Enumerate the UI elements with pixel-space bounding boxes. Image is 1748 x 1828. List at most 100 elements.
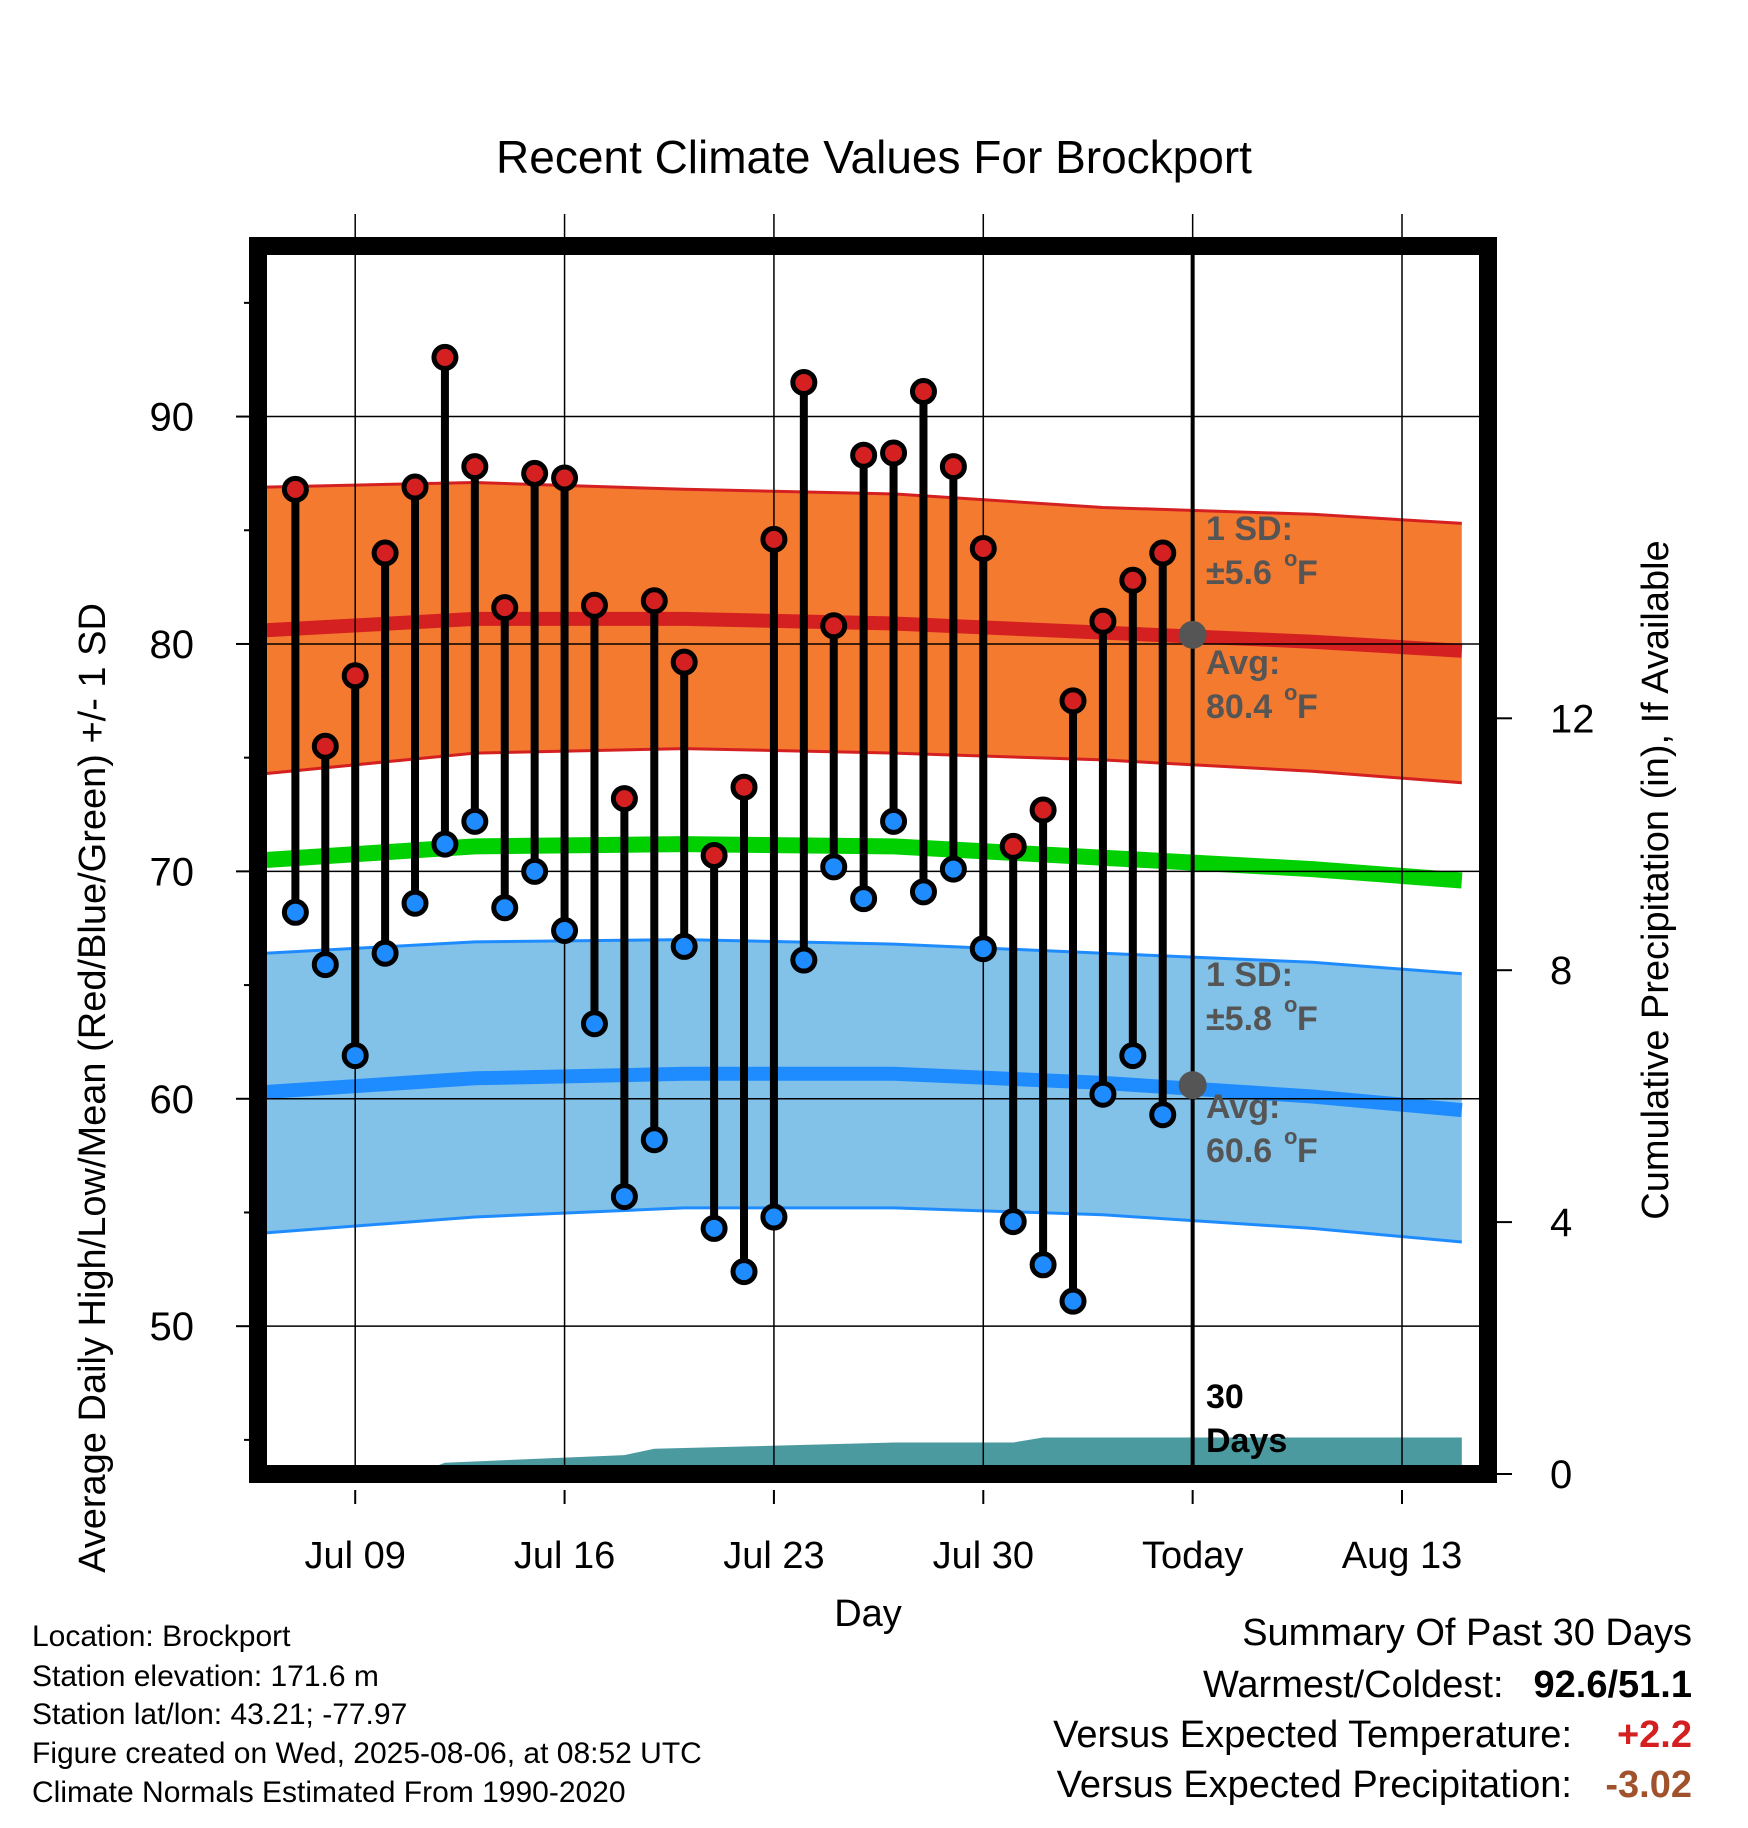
precip-anomaly-value: -3.02	[1605, 1764, 1692, 1806]
obs-low-point	[1029, 1251, 1057, 1279]
x-tick-label: Jul 23	[723, 1535, 824, 1577]
obs-low-point	[401, 889, 429, 917]
chart-title: Recent Climate Values For Brockport	[496, 131, 1252, 183]
obs-high-point	[909, 378, 937, 406]
annotation-days-line1: 30	[1206, 1378, 1244, 1416]
obs-low-point	[700, 1214, 728, 1242]
annotation-low-avg-line2: 60.6	[1206, 1132, 1272, 1170]
avg-mean-line	[264, 836, 1463, 889]
obs-high-point	[1059, 687, 1087, 715]
obs-low-point	[461, 807, 489, 835]
annotation-low-sd-unit: F	[1297, 1000, 1318, 1038]
obs-high-point	[820, 612, 848, 640]
annotation-high-sd-degree: o	[1284, 546, 1297, 571]
annotation-high-avg-line1: Avg:	[1206, 644, 1280, 682]
obs-high-point	[790, 368, 818, 396]
annotation-high-avg-degree: o	[1284, 680, 1297, 705]
obs-low-point	[1119, 1042, 1147, 1070]
y2-tick-label: 12	[1550, 697, 1595, 741]
obs-low-point	[640, 1126, 668, 1154]
obs-high-point	[521, 459, 549, 487]
today-avg-high-marker	[1178, 620, 1207, 649]
x-axis-label: Day	[834, 1593, 902, 1635]
obs-high-point	[670, 648, 698, 676]
today-avg-low-marker	[1178, 1071, 1207, 1100]
y2-tick-label: 4	[1550, 1201, 1572, 1245]
obs-low-point	[670, 932, 698, 960]
obs-low-point	[491, 894, 519, 922]
obs-low-point	[341, 1042, 369, 1070]
obs-high-point	[341, 662, 369, 690]
obs-low-point	[1149, 1101, 1177, 1129]
obs-high-point	[850, 441, 878, 469]
annotation-low-sd-degree: o	[1284, 992, 1297, 1017]
obs-high-point	[730, 773, 758, 801]
annotation-low-sd-line2: ±5.8	[1206, 1000, 1272, 1038]
obs-low-point	[760, 1203, 788, 1231]
latlon-text: Station lat/lon: 43.21; -77.97	[32, 1698, 408, 1731]
x-tick-label: Jul 30	[933, 1535, 1034, 1577]
annotation-low-avg-unit: F	[1297, 1132, 1318, 1170]
summary-title: Summary Of Past 30 Days	[1242, 1612, 1692, 1654]
obs-high-point	[999, 832, 1027, 860]
obs-high-point	[281, 475, 309, 503]
obs-low-point	[610, 1183, 638, 1211]
summary-warmest-row: Warmest/Coldest: 92.6/51.1	[1203, 1664, 1692, 1707]
avg-low-line	[265, 1066, 1463, 1118]
annotation-low-sd-line1: 1 SD:	[1206, 956, 1293, 994]
plot-frame	[249, 237, 1497, 1483]
obs-high-point	[760, 525, 788, 553]
obs-low-point	[431, 830, 459, 858]
y-tick-label: 50	[150, 1305, 195, 1349]
obs-high-point	[880, 439, 908, 467]
y2-tick-label: 0	[1550, 1453, 1572, 1497]
x-tick-label: Jul 09	[305, 1535, 406, 1577]
annotation-low-avg-degree: o	[1284, 1124, 1297, 1149]
annotation-high-avg-unit: F	[1297, 688, 1318, 726]
obs-high-point	[401, 473, 429, 501]
obs-low-point	[311, 951, 339, 979]
low-sd-upper-line	[265, 938, 1462, 976]
obs-low-point	[880, 807, 908, 835]
obs-high-point	[1029, 796, 1057, 824]
obs-high-point	[461, 453, 489, 481]
obs-low-point	[580, 1010, 608, 1038]
obs-high-point	[431, 343, 459, 371]
x-tick-label: Today	[1142, 1535, 1243, 1577]
precip-anomaly-label: Versus Expected Precipitation:	[1056, 1764, 1572, 1806]
obs-low-point	[939, 855, 967, 883]
y2-axis-label: Cumulative Precipitation (in), If Availa…	[1635, 540, 1677, 1219]
obs-low-point	[281, 898, 309, 926]
obs-low-point	[521, 857, 549, 885]
y-tick-label: 60	[150, 1078, 195, 1122]
elevation-text: Station elevation: 171.6 m	[32, 1660, 379, 1693]
obs-low-point	[909, 878, 937, 906]
obs-low-point	[371, 939, 399, 967]
y-axis-label: Average Daily High/Low/Mean (Red/Blue/Gr…	[72, 603, 114, 1573]
warmest-value: 92.6/51.1	[1533, 1664, 1692, 1706]
obs-high-point	[969, 534, 997, 562]
annotation-high-sd-line1: 1 SD:	[1206, 510, 1293, 548]
created-text: Figure created on Wed, 2025-08-06, at 08…	[32, 1737, 702, 1770]
temp-anomaly-label: Versus Expected Temperature:	[1053, 1714, 1572, 1756]
obs-high-point	[1149, 539, 1177, 567]
obs-high-point	[640, 587, 668, 615]
low-sd-lower-line	[265, 1206, 1462, 1244]
obs-high-point	[580, 591, 608, 619]
annotation-low-sd: 1 SD: ±5.8 o F	[1206, 956, 1318, 1038]
obs-low-point	[551, 916, 579, 944]
warmest-label: Warmest/Coldest:	[1202, 1664, 1504, 1706]
obs-high-point	[939, 453, 967, 481]
annotation-low-avg: Avg: 60.6 o F	[1206, 1088, 1318, 1170]
y-tick-label: 70	[150, 850, 195, 894]
annotation-high-avg-line2: 80.4	[1206, 688, 1272, 726]
temp-anomaly-value: +2.2	[1616, 1714, 1692, 1756]
obs-high-point	[491, 594, 519, 622]
annotation-high-avg: Avg: 80.4 o F	[1206, 644, 1318, 726]
obs-high-point	[311, 732, 339, 760]
obs-high-point	[1089, 607, 1117, 635]
obs-low-point	[790, 946, 818, 974]
x-tick-label: Aug 13	[1342, 1535, 1462, 1577]
obs-low-point	[999, 1208, 1027, 1236]
